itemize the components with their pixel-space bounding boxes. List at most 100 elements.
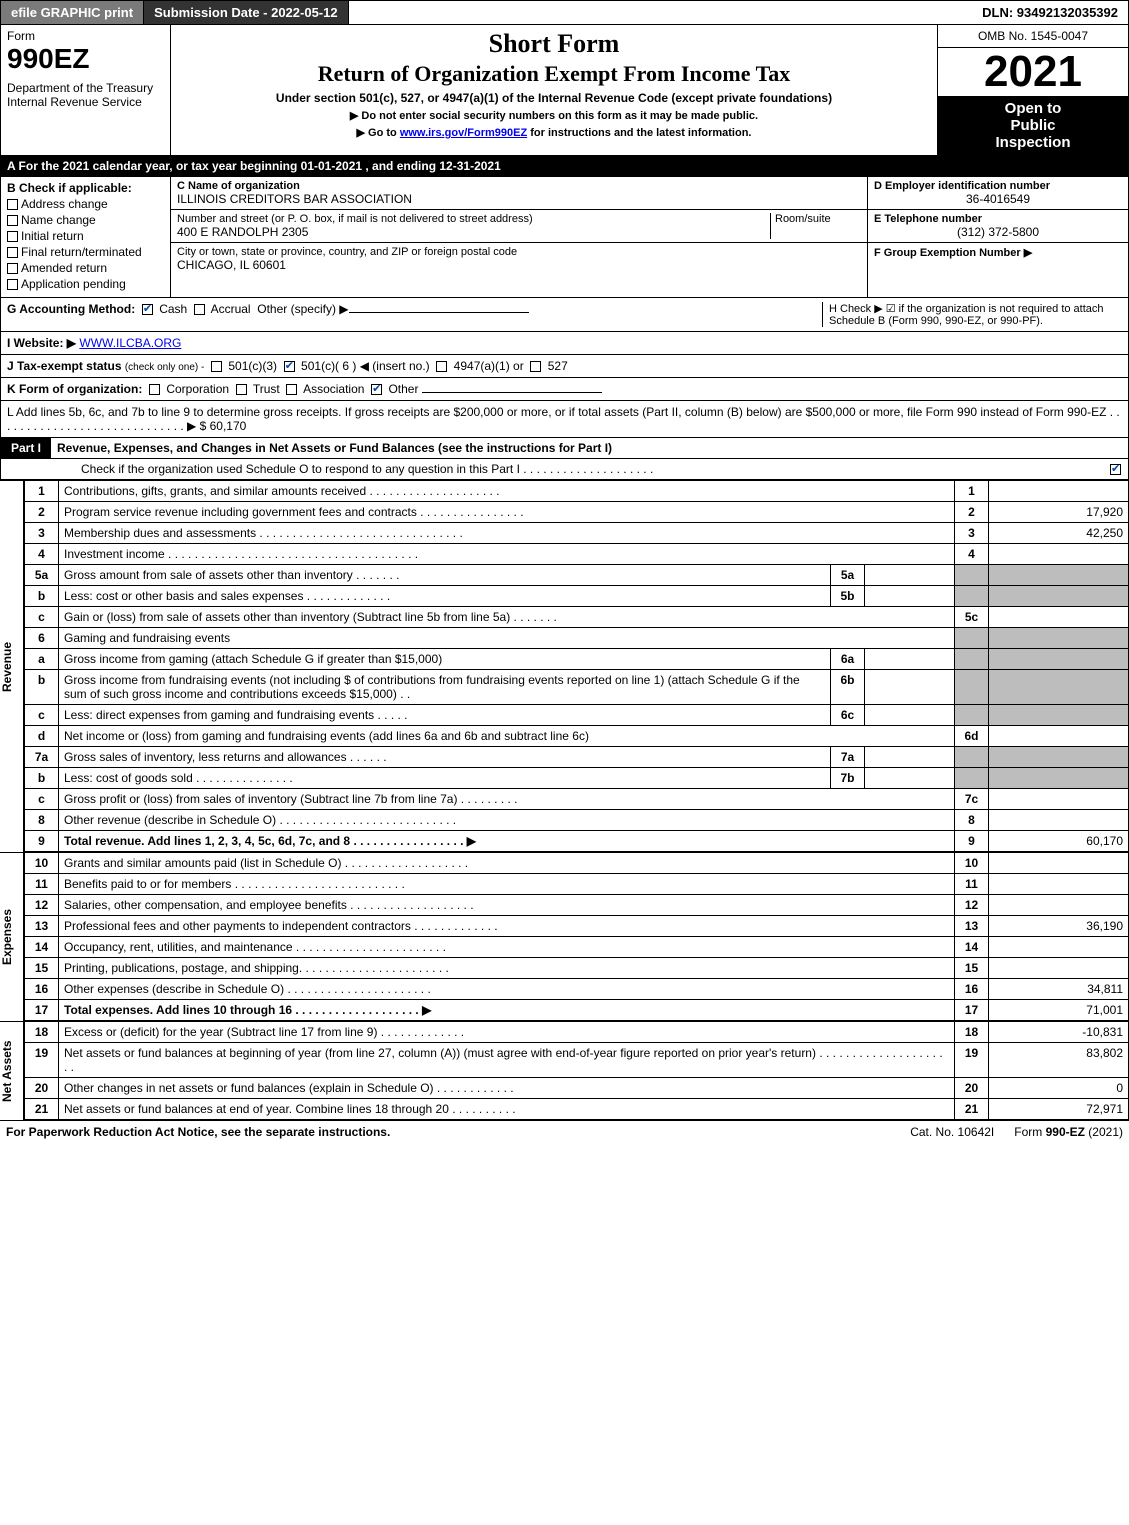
form-word: Form (7, 29, 164, 43)
n2: 2 (25, 502, 59, 523)
n21: 21 (25, 1099, 59, 1120)
sv5a (865, 565, 955, 586)
ln21: 21 (955, 1099, 989, 1120)
d1: Contributions, gifts, grants, and simila… (59, 481, 955, 502)
ln15: 15 (955, 958, 989, 979)
footer-left: For Paperwork Reduction Act Notice, see … (6, 1125, 890, 1139)
j-opt1: 501(c)(3) (228, 359, 277, 373)
ln20: 20 (955, 1078, 989, 1099)
d-cell: D Employer identification number 36-4016… (868, 177, 1128, 210)
shade5b (955, 586, 989, 607)
revenue-section: Revenue 1Contributions, gifts, grants, a… (0, 480, 1129, 852)
n7a: 7a (25, 747, 59, 768)
l-text: L Add lines 5b, 6c, and 7b to line 9 to … (7, 405, 1120, 433)
amt8 (989, 810, 1129, 831)
d5c: Gain or (loss) from sale of assets other… (59, 607, 955, 628)
row-21: 21Net assets or fund balances at end of … (25, 1099, 1129, 1120)
n17: 17 (25, 1000, 59, 1021)
website-link[interactable]: WWW.ILCBA.ORG (79, 336, 181, 350)
check-trust[interactable] (236, 384, 247, 395)
footer-right-bold: 990-EZ (1046, 1125, 1085, 1139)
sv5b (865, 586, 955, 607)
n5a: 5a (25, 565, 59, 586)
row-17: 17Total expenses. Add lines 10 through 1… (25, 1000, 1129, 1021)
sv6b (865, 670, 955, 705)
sv7b (865, 768, 955, 789)
n6b: b (25, 670, 59, 705)
d7b: Less: cost of goods sold . . . . . . . .… (59, 768, 831, 789)
row-5c: cGain or (loss) from sale of assets othe… (25, 607, 1129, 628)
n3: 3 (25, 523, 59, 544)
n15: 15 (25, 958, 59, 979)
check-final-return[interactable] (7, 247, 18, 258)
d3: Membership dues and assessments . . . . … (59, 523, 955, 544)
check-amended-return[interactable] (7, 263, 18, 274)
part1-bar: Part I (1, 438, 51, 458)
row-3: 3Membership dues and assessments . . . .… (25, 523, 1129, 544)
check-name-change[interactable] (7, 215, 18, 226)
ln3: 3 (955, 523, 989, 544)
form-note-2: ▶ Go to www.irs.gov/Form990EZ for instru… (175, 126, 933, 139)
n14: 14 (25, 937, 59, 958)
d5a: Gross amount from sale of assets other t… (59, 565, 831, 586)
check-schedule-o[interactable] (1110, 464, 1121, 475)
shade6a (955, 649, 989, 670)
h-cell: H Check ▶ ☑ if the organization is not r… (822, 302, 1122, 327)
check-527[interactable] (530, 361, 541, 372)
check-initial-return[interactable] (7, 231, 18, 242)
d7a: Gross sales of inventory, less returns a… (59, 747, 831, 768)
n1: 1 (25, 481, 59, 502)
d17: Total expenses. Add lines 10 through 16 … (59, 1000, 955, 1021)
b-item-4: Amended return (21, 261, 107, 275)
ln19: 19 (955, 1043, 989, 1078)
check-4947[interactable] (436, 361, 447, 372)
n5b: b (25, 586, 59, 607)
d12: Salaries, other compensation, and employ… (59, 895, 955, 916)
amt12 (989, 895, 1129, 916)
ln9: 9 (955, 831, 989, 852)
sub5b: 5b (831, 586, 865, 607)
shade5a2 (989, 565, 1129, 586)
revenue-table: 1Contributions, gifts, grants, and simil… (24, 480, 1129, 852)
e-label: E Telephone number (874, 213, 1122, 225)
ln6d: 6d (955, 726, 989, 747)
shade5a (955, 565, 989, 586)
form-header: Form 990EZ Department of the Treasury In… (0, 25, 1129, 156)
check-address-change[interactable] (7, 199, 18, 210)
row-5b: bLess: cost or other basis and sales exp… (25, 586, 1129, 607)
k-opt0: Corporation (166, 382, 229, 396)
d19: Net assets or fund balances at beginning… (59, 1043, 955, 1078)
check-501c3[interactable] (211, 361, 222, 372)
check-cash[interactable] (142, 304, 153, 315)
check-other-org[interactable] (371, 384, 382, 395)
row-7b: bLess: cost of goods sold . . . . . . . … (25, 768, 1129, 789)
n10: 10 (25, 853, 59, 874)
j-note: (check only one) - (125, 362, 204, 373)
check-accrual[interactable] (194, 304, 205, 315)
irs-link[interactable]: www.irs.gov/Form990EZ (400, 127, 527, 139)
dln-label: DLN: 93492132035392 (972, 1, 1128, 24)
shade6a2 (989, 649, 1129, 670)
d6d: Net income or (loss) from gaming and fun… (59, 726, 955, 747)
sv6a (865, 649, 955, 670)
check-application-pending[interactable] (7, 279, 18, 290)
note2-post: for instructions and the latest informat… (527, 127, 751, 139)
amt21: 72,971 (989, 1099, 1129, 1120)
check-assoc[interactable] (286, 384, 297, 395)
part1-checkline: Check if the organization used Schedule … (0, 459, 1129, 480)
check-corp[interactable] (149, 384, 160, 395)
form-note-1: ▶ Do not enter social security numbers o… (175, 109, 933, 122)
ln11: 11 (955, 874, 989, 895)
c-city-cell: City or town, state or province, country… (171, 243, 867, 275)
amt4 (989, 544, 1129, 565)
n6: 6 (25, 628, 59, 649)
header-left: Form 990EZ Department of the Treasury In… (1, 25, 171, 155)
g-cell: G Accounting Method: Cash Accrual Other … (7, 302, 822, 327)
row-2: 2Program service revenue including gover… (25, 502, 1129, 523)
efile-print-button[interactable]: efile GRAPHIC print (1, 1, 144, 24)
n18: 18 (25, 1022, 59, 1043)
sub5a: 5a (831, 565, 865, 586)
row-1: 1Contributions, gifts, grants, and simil… (25, 481, 1129, 502)
check-501c[interactable] (284, 361, 295, 372)
ln2: 2 (955, 502, 989, 523)
